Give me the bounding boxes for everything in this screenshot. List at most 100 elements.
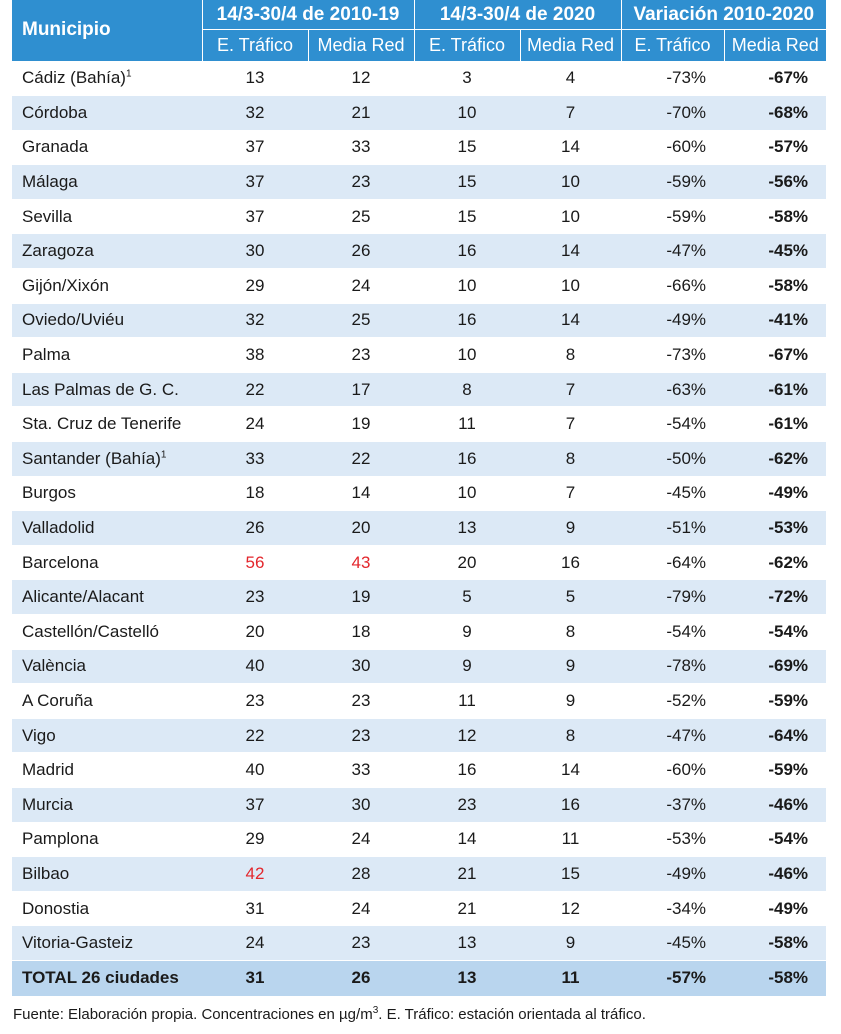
municipio-cell: Bilbao [12,856,202,892]
municipio-cell: Pamplona [12,822,202,858]
municipio-cell: Gijón/Xixón [12,268,202,304]
value-variacion-mediared: -54% [724,614,827,650]
table-row: Barcelona 56 43 20 16 -64% -62% [12,545,827,581]
value-mediared-2010-19: 21 [308,95,414,131]
value-mediared-2010-19: 33 [308,752,414,788]
value-mediared-2020: 14 [520,130,622,166]
value-etrafico-2010-19: 23 [202,579,308,615]
value-etrafico-2020: 9 [414,649,520,685]
total-value-mediared-2020: 11 [520,960,622,997]
municipio-cell: Oviedo/Uviéu [12,303,202,339]
value-etrafico-2010-19: 37 [202,199,308,235]
value-mediared-2010-19: 24 [308,891,414,927]
table-row: Alicante/Alacant 23 19 5 5 -79% -72% [12,579,827,615]
table-row: Sevilla 37 25 15 10 -59% -58% [12,199,827,235]
value-variacion-etrafico: -37% [621,787,725,823]
value-mediared-2020: 9 [520,510,622,546]
value-variacion-etrafico: -64% [621,545,725,581]
total-value-variacion-etrafico: -57% [621,960,725,997]
value-etrafico-2020: 3 [414,61,520,97]
value-variacion-mediared: -46% [724,787,827,823]
municipio-name: Cádiz (Bahía) [22,68,126,88]
municipio-cell: Las Palmas de G. C. [12,372,202,408]
table-row: Las Palmas de G. C. 22 17 8 7 -63% -61% [12,372,827,408]
municipio-name: Palma [22,345,71,365]
value-variacion-mediared: -59% [724,683,827,719]
value-etrafico-2010-19: 37 [202,787,308,823]
municipio-cell: Palma [12,337,202,373]
municipio-cell: Santander (Bahía)1 [12,441,202,477]
value-variacion-etrafico: -53% [621,822,725,858]
value-etrafico-2020: 5 [414,579,520,615]
municipio-cell: València [12,649,202,685]
value-etrafico-2010-19: 40 [202,649,308,685]
municipio-cell: Zaragoza [12,233,202,270]
value-variacion-etrafico: -59% [621,199,725,235]
value-variacion-mediared: -61% [724,372,827,408]
value-mediared-2010-19: 24 [308,822,414,858]
subheader-etrafico: E. Tráfico [202,29,309,61]
municipio-name: Las Palmas de G. C. [22,379,179,399]
subheader-mediared: Media Red [520,29,622,61]
table-body: Cádiz (Bahía)1 13 12 3 4 -73% -67% Córdoba 32 21 1… [12,61,827,997]
municipio-cell: Sevilla [12,199,202,235]
municipio-cell: A Coruña [12,683,202,719]
value-variacion-mediared: -69% [724,649,827,685]
value-variacion-mediared: -54% [724,822,827,858]
value-etrafico-2020: 12 [414,718,520,754]
value-mediared-2010-19: 23 [308,925,414,961]
value-variacion-etrafico: -66% [621,268,725,304]
value-mediared-2020: 5 [520,579,622,615]
value-etrafico-2010-19: 37 [202,164,308,200]
value-etrafico-2020: 16 [414,441,520,477]
total-row: TOTAL 26 ciudades 31 26 13 11 -57% -58% [12,960,827,997]
value-mediared-2020: 10 [520,268,622,304]
value-mediared-2020: 12 [520,891,622,927]
municipio-name: A Coruña [22,690,93,710]
value-mediared-2020: 8 [520,614,622,650]
total-value-etrafico-2020: 13 [414,960,520,997]
table-row: Gijón/Xixón 29 24 10 10 -66% -58% [12,268,827,304]
municipio-footnote-mark: 1 [160,449,167,461]
value-variacion-etrafico: -54% [621,614,725,650]
municipio-cell: Burgos [12,476,202,512]
footnote-text-end: . E. Tráfico: estación orientada al tráf… [378,1006,646,1023]
municipio-cell: Murcia [12,787,202,823]
total-value-mediared-2010-19: 26 [308,960,414,997]
value-variacion-etrafico: -60% [621,752,725,788]
value-variacion-etrafico: -79% [621,579,725,615]
value-mediared-2020: 14 [520,233,622,270]
value-variacion-mediared: -58% [724,268,827,304]
value-mediared-2010-19: 33 [308,130,414,166]
value-etrafico-2010-19: 24 [202,406,308,443]
value-etrafico-2020: 14 [414,822,520,858]
value-mediared-2020: 7 [520,476,622,512]
value-mediared-2010-19: 30 [308,787,414,823]
municipio-name: Vitoria-Gasteiz [22,933,134,953]
value-etrafico-2010-19: 33 [202,441,308,477]
value-etrafico-2010-19: 13 [202,61,308,97]
value-mediared-2010-19: 14 [308,476,414,512]
value-mediared-2020: 7 [520,95,622,131]
value-mediared-2010-19: 23 [308,164,414,200]
value-etrafico-2010-19: 32 [202,303,308,339]
header-group-2020: 14/3-30/4 de 2020 [414,0,622,30]
value-etrafico-2010-19: 31 [202,891,308,927]
municipio-name: Donostia [22,898,90,918]
table-row: Vigo 22 23 12 8 -47% -64% [12,718,827,754]
value-etrafico-2020: 9 [414,614,520,650]
value-etrafico-2010-19: 32 [202,95,308,131]
value-variacion-mediared: -62% [724,441,827,477]
value-mediared-2020: 15 [520,856,622,892]
value-mediared-2010-19: 19 [308,579,414,615]
value-variacion-mediared: -49% [724,891,827,927]
value-etrafico-2020: 20 [414,545,520,581]
value-etrafico-2010-19: 23 [202,683,308,719]
value-etrafico-2020: 10 [414,268,520,304]
value-etrafico-2010-19: 29 [202,268,308,304]
value-variacion-etrafico: -49% [621,303,725,339]
table-row: Burgos 18 14 10 7 -45% -49% [12,476,827,512]
value-etrafico-2010-19: 20 [202,614,308,650]
municipio-cell: Málaga [12,164,202,200]
value-mediared-2020: 11 [520,822,622,858]
